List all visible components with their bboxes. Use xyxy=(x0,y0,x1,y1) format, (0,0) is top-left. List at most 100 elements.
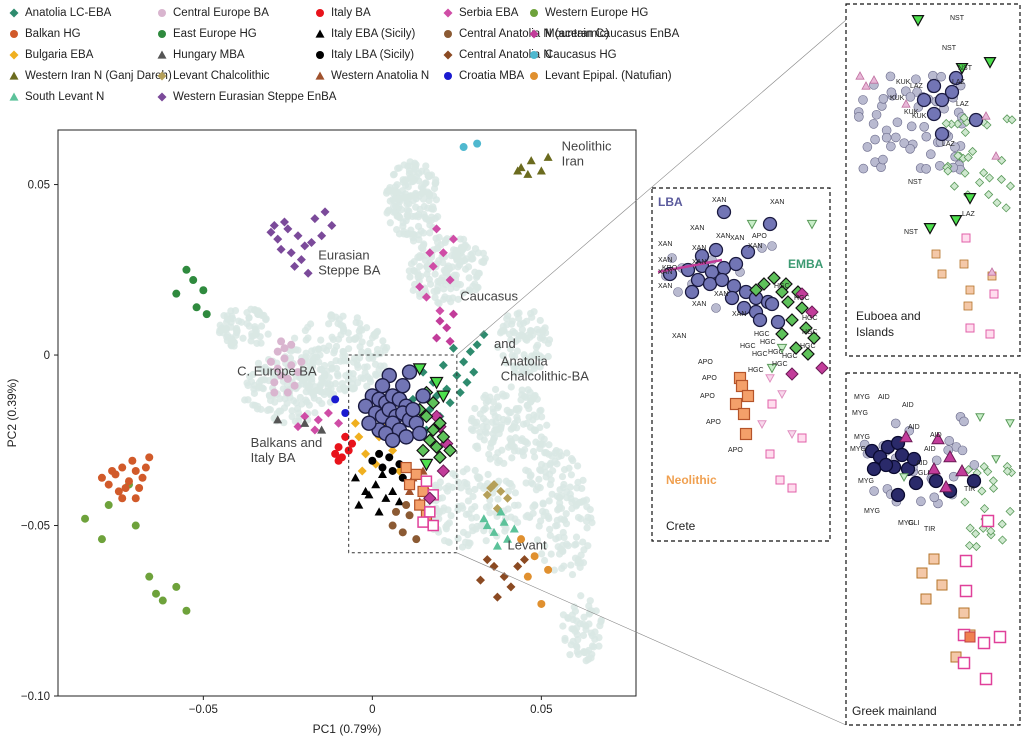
reference-point xyxy=(562,510,570,518)
reference-point xyxy=(539,499,547,507)
point-bulgaria_eba xyxy=(350,418,360,428)
reference-point xyxy=(360,363,369,371)
inset-frame xyxy=(845,372,1021,726)
reference-point xyxy=(361,369,369,377)
point-south_levant_n xyxy=(482,521,492,530)
reference-point xyxy=(366,339,374,348)
chart-legend: Anatolia LC-EBA Central Europe BA Italy BA… xyxy=(8,6,679,124)
reference-point xyxy=(348,379,357,388)
legend-marker-shape xyxy=(315,29,325,38)
reference-point xyxy=(501,527,509,535)
reference-point xyxy=(480,394,488,402)
legend-item-western_iran_n: Western Iran N (Ganj Dareh) xyxy=(8,69,172,83)
inset-point-label: XAN xyxy=(658,269,672,276)
point-italy_lba_sicily xyxy=(385,453,394,462)
legend-marker-icon xyxy=(316,9,324,17)
inset-lba-point xyxy=(740,244,756,260)
x-axis-label: PC1 (0.79%) xyxy=(313,722,382,736)
reference-point xyxy=(508,454,516,462)
reference-point xyxy=(571,497,579,505)
point-anatolia_lc_eba xyxy=(438,360,448,370)
inset-point-label: XAN xyxy=(770,199,784,206)
point-croatia_mba xyxy=(341,409,350,417)
reference-point xyxy=(503,315,511,323)
reference-point xyxy=(573,624,581,632)
inset-lba-point xyxy=(762,216,778,232)
legend-item-levant_chalcolithic: Levant Chalcolithic xyxy=(156,69,270,83)
inset-point-label: GLI xyxy=(918,470,929,477)
reference-point xyxy=(396,214,404,222)
inset-point-label: AID xyxy=(924,446,936,453)
inset-group-label-lba: LBA xyxy=(658,195,683,209)
reference-point xyxy=(563,449,571,457)
point-east_europe_hg xyxy=(182,265,191,274)
reference-point xyxy=(513,310,521,318)
point-south_levant_n xyxy=(479,514,489,523)
greek-emba-point xyxy=(426,423,441,437)
inset-lba-point xyxy=(890,487,906,503)
inset-point-label: HGC xyxy=(800,343,816,350)
reference-point xyxy=(394,195,402,203)
point-western_europe_hg xyxy=(131,521,140,530)
legend-label: Italy EBA (Sicily) xyxy=(331,28,416,40)
reference-point xyxy=(434,298,442,307)
y-tick-label: −0.10 xyxy=(21,691,50,703)
point-serbia_eba xyxy=(334,418,344,428)
inset-frame xyxy=(845,3,1021,357)
point-levant_epipal xyxy=(517,535,526,544)
reference-point xyxy=(398,187,406,195)
reference-point xyxy=(545,441,553,449)
reference-point xyxy=(403,200,411,208)
greek-emba-point xyxy=(443,443,457,458)
reference-point xyxy=(544,352,552,361)
reference-point xyxy=(427,213,436,221)
reference-point xyxy=(529,416,537,424)
point-central_anatolia_n xyxy=(492,592,502,602)
reference-point xyxy=(379,337,387,345)
background-cloud xyxy=(215,158,605,665)
point-western_eurasian_steppe xyxy=(283,224,293,234)
reference-point xyxy=(264,330,272,338)
inset-point-label: HGC xyxy=(760,339,776,346)
reference-point xyxy=(356,325,365,333)
inset-context-point xyxy=(905,92,916,102)
reference-point xyxy=(223,331,232,339)
point-italy_ba xyxy=(348,439,357,448)
reference-point xyxy=(366,375,374,383)
y-axis-label: PC2 (0.39%) xyxy=(5,379,19,448)
point-western_europe_hg xyxy=(172,582,181,591)
reference-point xyxy=(296,393,304,402)
inset-point-label: XAN xyxy=(658,241,672,248)
legend-item-east_europe_hg: East Europe HG xyxy=(156,27,257,41)
inset-light-triangle-point xyxy=(766,363,778,374)
reference-point xyxy=(371,360,380,368)
inset-point-label: MYG xyxy=(852,410,868,417)
inset-pink-triangle-point xyxy=(955,463,969,477)
reference-point xyxy=(529,509,537,517)
point-western_eurasian_steppe xyxy=(286,248,296,258)
legend-item-bulgaria_eba: Bulgaria EBA xyxy=(8,48,93,62)
reference-point xyxy=(480,484,488,492)
reference-point xyxy=(502,359,510,367)
point-caucasus_hg xyxy=(473,139,482,148)
legend-label: Italy LBA (Sicily) xyxy=(331,49,415,61)
reference-point xyxy=(487,439,495,447)
reference-point xyxy=(328,315,336,323)
reference-point xyxy=(308,375,316,383)
inset-context-point xyxy=(890,418,901,429)
inset-light-triangle-point xyxy=(806,219,818,230)
point-anatolia_lc_eba xyxy=(472,340,482,350)
point-western_eurasian_steppe xyxy=(300,241,310,251)
legend-marker-icon xyxy=(10,30,18,38)
inset-lba-point xyxy=(906,451,922,467)
reference-point xyxy=(316,381,324,389)
legend-item-italy_lba_sicily: Italy LBA (Sicily) xyxy=(314,48,414,62)
reference-point xyxy=(356,319,364,328)
inset-point-label: KUK xyxy=(904,109,919,116)
point-east_europe_hg xyxy=(189,276,198,285)
legend-label: Croatia MBA xyxy=(459,70,525,82)
point-italy_lba_sicily xyxy=(378,463,387,472)
inset-title: Greek mainland xyxy=(852,704,937,718)
reference-point xyxy=(253,339,261,347)
inset-lba-point xyxy=(726,278,742,294)
